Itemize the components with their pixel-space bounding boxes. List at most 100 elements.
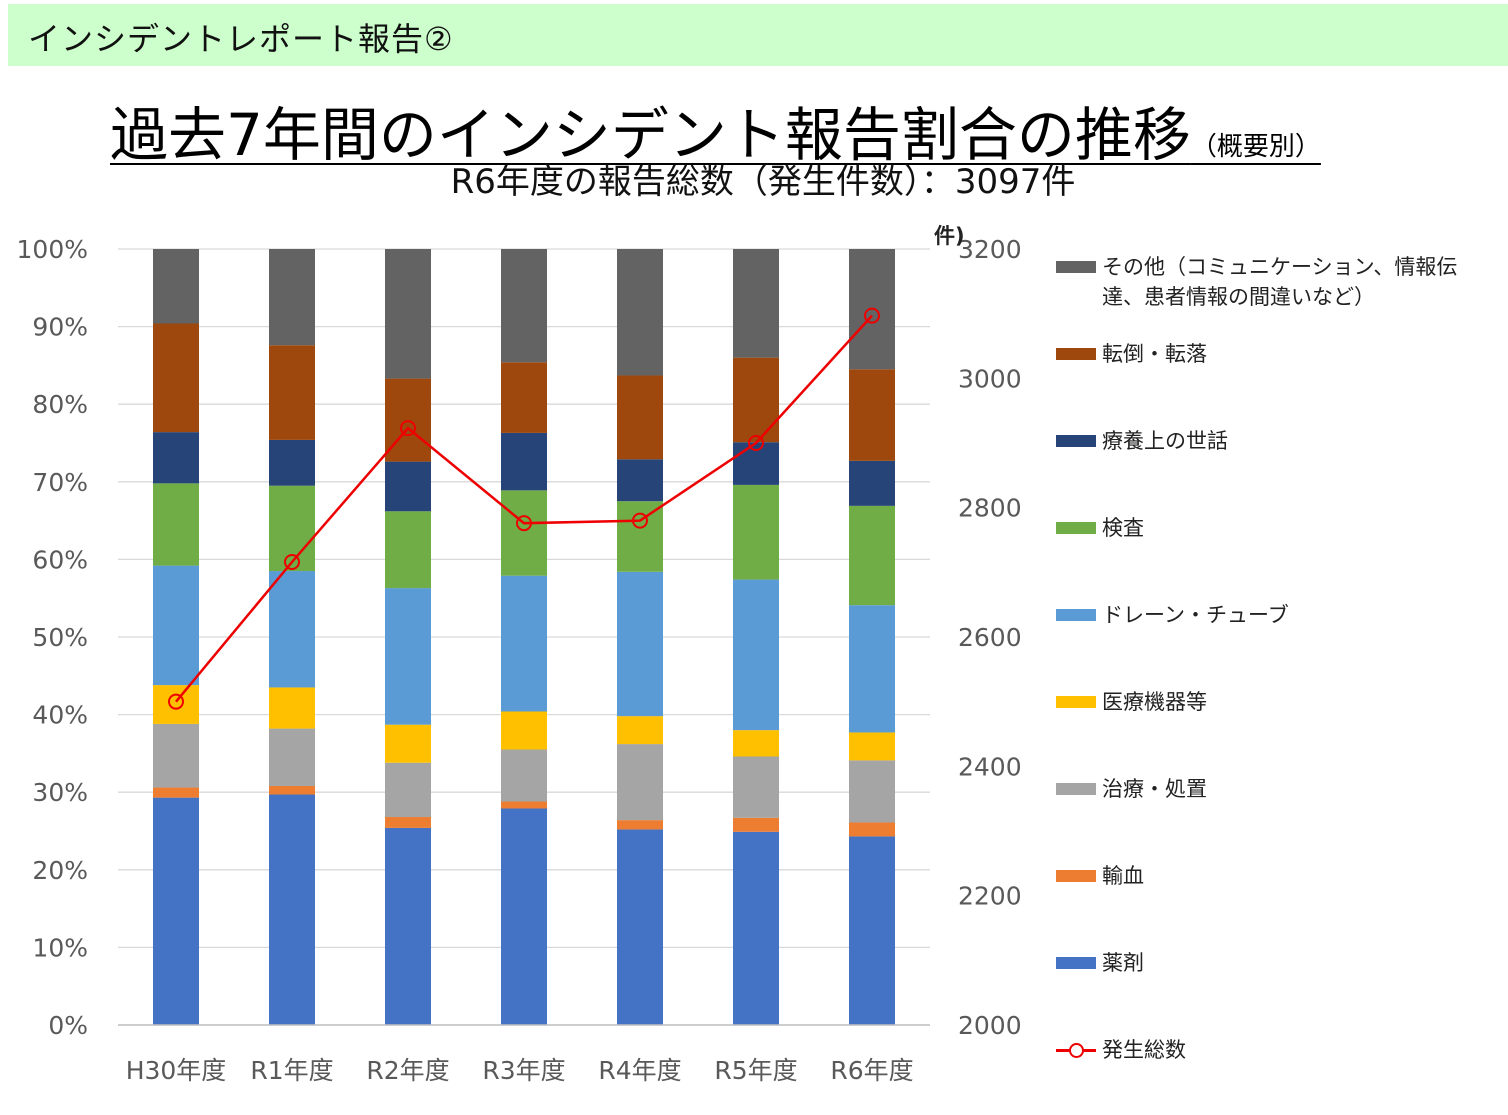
legend-swatch xyxy=(1056,783,1096,795)
bar-segment xyxy=(153,787,199,798)
bar-segment xyxy=(617,820,663,830)
x-axis-tick-label: R2年度 xyxy=(366,1056,449,1085)
bar-segment xyxy=(501,575,547,712)
left-axis-tick-label: 90% xyxy=(32,313,88,342)
chart-subtitle: R6年度の報告総数（発生件数）：3097件 xyxy=(450,162,1076,202)
x-axis-tick-label: R6年度 xyxy=(830,1056,913,1085)
bar-segment xyxy=(501,432,547,491)
bar-segment xyxy=(849,822,895,837)
bar-segment xyxy=(385,511,431,589)
bar-segment xyxy=(153,249,199,324)
legend-label: 輸血 xyxy=(1102,864,1144,888)
left-axis-tick-label: 100% xyxy=(17,235,88,264)
bar-segment xyxy=(617,501,663,572)
bar-segment xyxy=(153,432,199,484)
bar-segment xyxy=(385,827,431,1025)
legend-swatch xyxy=(1056,609,1096,621)
bar-segment xyxy=(269,687,315,729)
bar-segment xyxy=(617,829,663,1025)
total-point xyxy=(864,307,880,324)
bar-segment xyxy=(849,760,895,823)
bar-segment xyxy=(269,345,315,440)
total-point xyxy=(516,515,532,532)
legend-label: 薬剤 xyxy=(1102,951,1144,975)
page-title-suffix: （概要別） xyxy=(1190,132,1321,162)
bar-segment xyxy=(385,724,431,763)
bar-segment xyxy=(733,730,779,757)
bar-segment xyxy=(849,836,895,1025)
legend-swatch xyxy=(1056,435,1096,447)
bar-segment xyxy=(153,323,199,433)
right-axis-tick-label: 2800 xyxy=(958,494,1022,523)
legend-swatch xyxy=(1056,522,1096,534)
bar-segment xyxy=(269,249,315,346)
legend-label: 発生総数 xyxy=(1102,1038,1186,1062)
total-point xyxy=(748,435,764,451)
legend-swatch xyxy=(1056,348,1096,360)
banner-title: インシデントレポート報告② xyxy=(28,20,454,58)
left-axis-tick-label: 70% xyxy=(32,468,88,497)
bar-segment xyxy=(501,362,547,433)
bar-segment xyxy=(733,442,779,485)
bar-segment xyxy=(501,801,547,809)
left-axis-tick-label: 10% xyxy=(32,933,88,962)
bar-segment xyxy=(849,369,895,461)
bar-segment xyxy=(153,685,199,724)
page-title: 過去7年間のインシデント報告割合の推移（概要別） xyxy=(110,88,1321,172)
right-axis-tick-label: 2000 xyxy=(958,1011,1022,1040)
bar-segment xyxy=(733,756,779,818)
bar-segment xyxy=(269,485,315,572)
bar-segment xyxy=(153,565,199,686)
left-axis-tick-label: 20% xyxy=(32,856,88,885)
header-banner: インシデントレポート報告② xyxy=(8,4,1508,66)
right-axis-tick-label: 3000 xyxy=(958,364,1022,393)
bar-segment xyxy=(501,711,547,750)
bar-segment xyxy=(617,459,663,502)
bar-segment xyxy=(269,794,315,1025)
bar-segment xyxy=(733,357,779,443)
x-axis-tick-label: R3年度 xyxy=(482,1056,565,1085)
left-axis-tick-label: 30% xyxy=(32,778,88,807)
bar-segment xyxy=(385,249,431,379)
legend-swatch xyxy=(1056,870,1096,882)
bar-segment xyxy=(733,817,779,832)
bar-segment xyxy=(385,461,431,512)
legend-label: 療養上の世話 xyxy=(1102,429,1228,453)
left-axis-tick-label: 40% xyxy=(32,701,88,730)
legend-label: 転倒・転落 xyxy=(1102,342,1207,366)
legend-label: 治療・処置 xyxy=(1102,777,1207,801)
page-title-main: 過去7年間のインシデント報告割合の推移 xyxy=(110,101,1191,169)
bar-segment xyxy=(153,797,199,1025)
total-point xyxy=(632,512,648,529)
bar-segment xyxy=(733,831,779,1025)
bar-segment xyxy=(501,808,547,1025)
bar-segment xyxy=(501,249,547,363)
right-axis-tick-label: 3200 xyxy=(958,235,1022,264)
right-axis-tick-label: 2400 xyxy=(958,752,1022,781)
x-axis-tick-label: H30年度 xyxy=(126,1056,227,1085)
bar-segment xyxy=(849,732,895,761)
total-point xyxy=(400,420,416,437)
bar-segment xyxy=(849,605,895,733)
legend-swatch xyxy=(1056,696,1096,708)
x-axis-tick-label: R1年度 xyxy=(250,1056,333,1085)
bar-segment xyxy=(733,484,779,580)
x-axis-tick-label: R4年度 xyxy=(598,1056,681,1085)
bar-segment xyxy=(617,744,663,821)
bar-segment xyxy=(617,571,663,717)
legend-marker-icon xyxy=(1069,1043,1084,1058)
bar-segment xyxy=(501,490,547,576)
bar-segment xyxy=(385,378,431,462)
total-line xyxy=(175,314,873,703)
left-axis-tick-label: 60% xyxy=(32,545,88,574)
bar-segment xyxy=(501,749,547,802)
bar-segment xyxy=(617,249,663,376)
legend-swatch xyxy=(1056,957,1096,969)
bar-segment xyxy=(153,723,199,788)
bar-segment xyxy=(617,716,663,745)
bar-segment xyxy=(385,762,431,818)
right-axis-unit-label: 件) xyxy=(934,224,965,248)
right-axis-tick-label: 2200 xyxy=(958,882,1022,911)
bar-segment xyxy=(849,460,895,506)
left-axis-tick-label: 80% xyxy=(32,390,88,419)
